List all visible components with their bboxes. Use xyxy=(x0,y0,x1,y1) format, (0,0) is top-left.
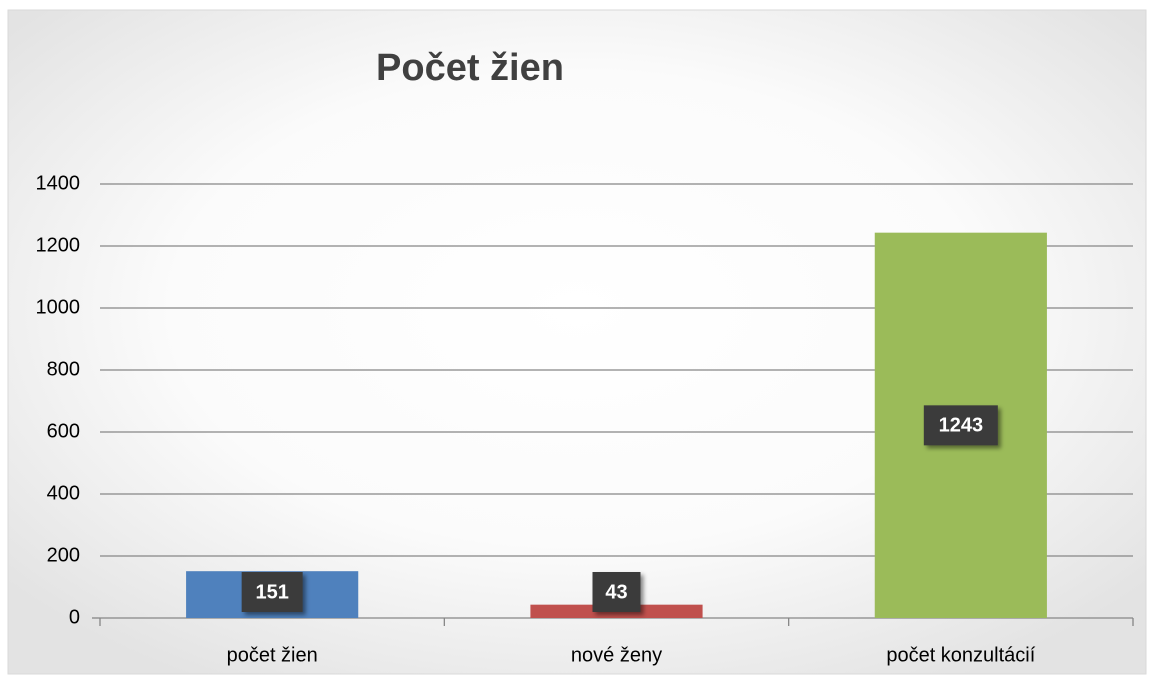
y-tick-label: 600 xyxy=(47,420,80,442)
data-label-group: 1243 xyxy=(923,405,998,446)
data-label-group: 43 xyxy=(592,572,641,612)
x-tick-label: nové ženy xyxy=(571,644,662,666)
y-tick-label: 1200 xyxy=(36,234,81,256)
y-tick-label: 200 xyxy=(47,544,80,566)
data-label-box xyxy=(241,572,303,612)
chart-title: Počet žien xyxy=(376,47,564,89)
y-tick-label: 1400 xyxy=(36,172,81,194)
y-tick-label: 400 xyxy=(47,482,80,504)
x-tick-label: počet žien xyxy=(227,644,318,666)
y-tick-label: 1000 xyxy=(36,296,81,318)
data-label-group: 151 xyxy=(241,572,303,612)
data-label: 151 xyxy=(255,581,288,603)
x-tick-label: počet konzultácií xyxy=(886,644,1035,666)
data-label-box xyxy=(592,572,641,612)
y-tick-label: 0 xyxy=(69,606,80,628)
data-label: 43 xyxy=(605,581,627,603)
y-tick-label: 800 xyxy=(47,358,80,380)
data-label: 1243 xyxy=(939,415,984,437)
data-label-box xyxy=(923,405,998,446)
